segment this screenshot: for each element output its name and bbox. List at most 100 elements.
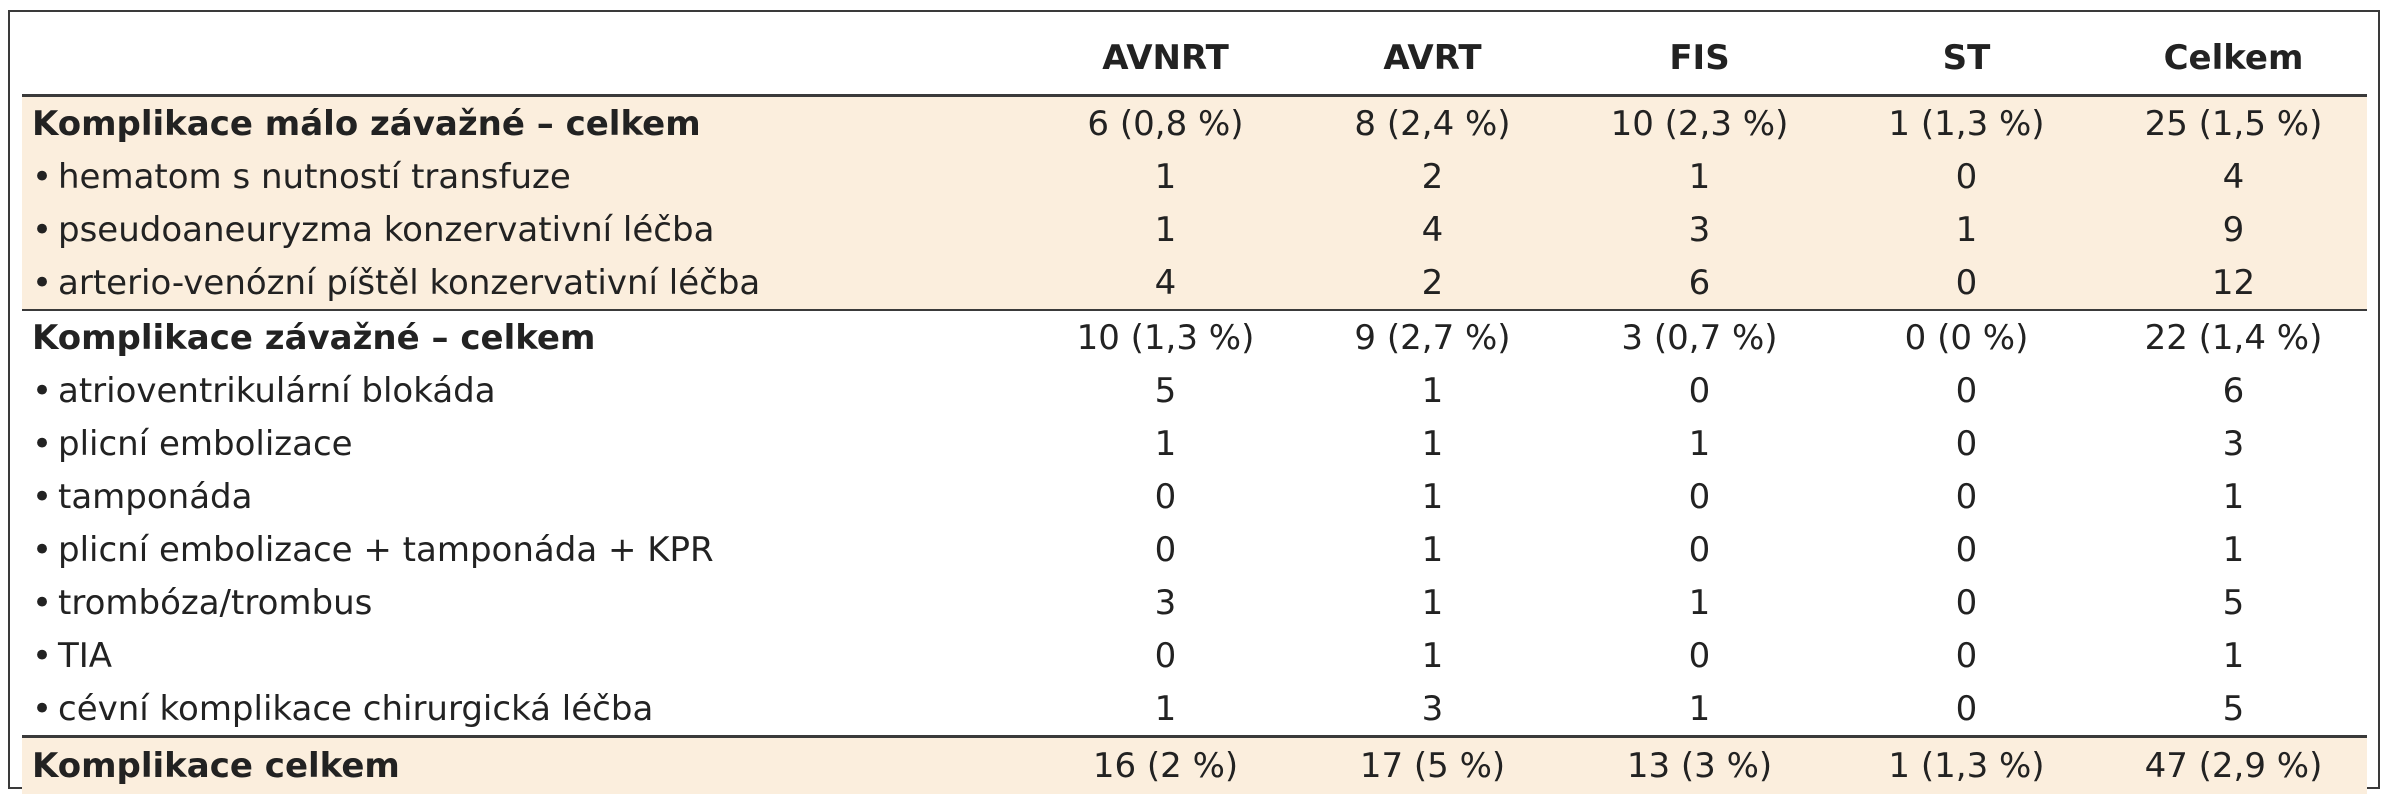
bullet-icon: • [32, 476, 53, 517]
cell-celkem: 9 [2100, 203, 2367, 256]
header-fis: FIS [1566, 22, 1833, 97]
bullet-icon: • [32, 688, 53, 729]
bullet-icon: • [32, 156, 53, 197]
cell-avrt: 3 [1421, 688, 1444, 729]
bullet-icon: • [32, 635, 53, 676]
row-label: • cévní komplikace chirurgická léčba [22, 682, 1032, 737]
cell-st: 0 [1955, 423, 1978, 464]
row-label: • atrioventrikulární blokáda [22, 364, 1032, 417]
table-row: • atrioventrikulární blokáda 5 1 0 0 6 [22, 364, 2367, 417]
cell-avrt: 2 [1299, 256, 1566, 310]
cell-fis: 1 [1688, 582, 1711, 623]
cell-fis: 1 [1566, 150, 1833, 203]
row-label-text: plicní embolizace + tamponáda + KPR [58, 529, 714, 570]
header-celkem: Celkem [2100, 22, 2367, 97]
row-label: Komplikace málo závažné – celkem [22, 95, 1032, 150]
table-row: • tamponáda 0 1 0 0 1 [22, 470, 2367, 523]
cell-avnrt: 1 [1154, 688, 1177, 729]
cell-fis: 10 (2,3 %) [1566, 95, 1833, 150]
cell-avrt: 8 (2,4 %) [1299, 95, 1566, 150]
cell-st: 0 [1955, 529, 1978, 570]
table-row: • cévní komplikace chirurgická léčba 1 3 … [22, 682, 2367, 737]
cell-fis: 0 [1688, 635, 1711, 676]
row-label-text: hematom s nutností transfuze [58, 156, 571, 197]
row-label: • plicní embolizace [22, 417, 1032, 470]
row-label-text: plicní embolizace [58, 423, 353, 464]
cell-fis: 3 [1566, 203, 1833, 256]
cell-avnrt: 0 [1154, 529, 1177, 570]
cell-celkem: 1 [2222, 635, 2245, 676]
cell-avnrt: 6 (0,8 %) [1032, 95, 1299, 150]
table-row-grand-total: Komplikace celkem 16 (2 %) 17 (5 %) 13 (… [22, 735, 2367, 794]
table-row-minor-total: Komplikace málo závažné – celkem 6 (0,8 … [22, 95, 2367, 150]
cell-st: 1 (1,3 %) [1833, 735, 2100, 794]
row-label-text: TIA [58, 635, 113, 676]
cell-avrt: 2 [1299, 150, 1566, 203]
table-row: • plicní embolizace 1 1 1 0 3 [22, 417, 2367, 470]
cell-celkem: 12 [2100, 256, 2367, 310]
table-row: • pseudoaneuryzma konzervativní léčba 1 4… [22, 203, 2367, 256]
cell-avrt: 1 [1421, 582, 1444, 623]
row-label: • arterio-venózní píštěl konzervativní lé… [22, 256, 1032, 310]
cell-celkem: 4 [2100, 150, 2367, 203]
cell-avrt: 9 (2,7 %) [1299, 309, 1566, 364]
cell-fis: 0 [1688, 476, 1711, 517]
table-row: • plicní embolizace + tamponáda + KPR 0 1… [22, 523, 2367, 576]
cell-avnrt: 1 [1032, 150, 1299, 203]
cell-fis: 0 [1688, 529, 1711, 570]
cell-st: 0 [1955, 635, 1978, 676]
cell-avnrt: 1 [1154, 423, 1177, 464]
cell-st: 0 (0 %) [1833, 309, 2100, 364]
cell-celkem: 5 [2222, 582, 2245, 623]
bullet-icon: • [32, 582, 53, 623]
cell-fis: 3 (0,7 %) [1566, 309, 1833, 364]
cell-st: 0 [1955, 476, 1978, 517]
cell-st: 0 [1833, 256, 2100, 310]
cell-avnrt: 16 (2 %) [1032, 735, 1299, 794]
cell-fis: 0 [1688, 370, 1711, 411]
bullet-icon: • [32, 529, 53, 570]
cell-st: 0 [1833, 150, 2100, 203]
row-label-text: arterio-venózní píštěl konzervativní léč… [58, 262, 761, 303]
cell-avrt: 1 [1421, 529, 1444, 570]
cell-celkem: 5 [2222, 688, 2245, 729]
row-label-text: cévní komplikace chirurgická léčba [58, 688, 654, 729]
cell-avrt: 1 [1421, 370, 1444, 411]
cell-avrt: 4 [1299, 203, 1566, 256]
cell-st: 0 [1955, 688, 1978, 729]
cell-st: 0 [1955, 582, 1978, 623]
row-label-text: pseudoaneuryzma konzervativní léčba [58, 209, 715, 250]
row-label: • plicní embolizace + tamponáda + KPR [22, 523, 1032, 576]
row-label: Komplikace závažné – celkem [22, 309, 1032, 364]
header-st: ST [1833, 22, 2100, 97]
bullet-icon: • [32, 262, 53, 303]
row-label: • tamponáda [22, 470, 1032, 523]
table-row: • hematom s nutností transfuze 1 2 1 0 4 [22, 150, 2367, 203]
bullet-icon: • [32, 209, 53, 250]
header-avnrt: AVNRT [1032, 22, 1299, 97]
header-label [22, 22, 1032, 97]
cell-fis: 13 (3 %) [1566, 735, 1833, 794]
cell-st: 1 [1833, 203, 2100, 256]
cell-celkem: 6 [2222, 370, 2245, 411]
row-label: • trombóza/trombus [22, 576, 1032, 629]
cell-avnrt: 0 [1154, 635, 1177, 676]
cell-celkem: 47 (2,9 %) [2100, 735, 2367, 794]
header-avrt: AVRT [1299, 22, 1566, 97]
bullet-icon: • [32, 423, 53, 464]
row-label-text: atrioventrikulární blokáda [58, 370, 496, 411]
cell-celkem: 1 [2222, 529, 2245, 570]
row-label: • hematom s nutností transfuze [22, 150, 1032, 203]
bullet-icon: • [32, 370, 53, 411]
cell-celkem: 3 [2222, 423, 2245, 464]
cell-avrt: 1 [1421, 423, 1444, 464]
cell-celkem: 22 (1,4 %) [2100, 309, 2367, 364]
row-label: Komplikace celkem [22, 735, 1032, 794]
cell-celkem: 1 [2222, 476, 2245, 517]
cell-fis: 1 [1688, 423, 1711, 464]
table-row: • arterio-venózní píštěl konzervativní lé… [22, 256, 2367, 310]
table-row-serious-total: Komplikace závažné – celkem 10 (1,3 %) 9… [22, 309, 2367, 364]
cell-fis: 6 [1566, 256, 1833, 310]
cell-avnrt: 5 [1154, 370, 1177, 411]
row-label-text: trombóza/trombus [58, 582, 373, 623]
